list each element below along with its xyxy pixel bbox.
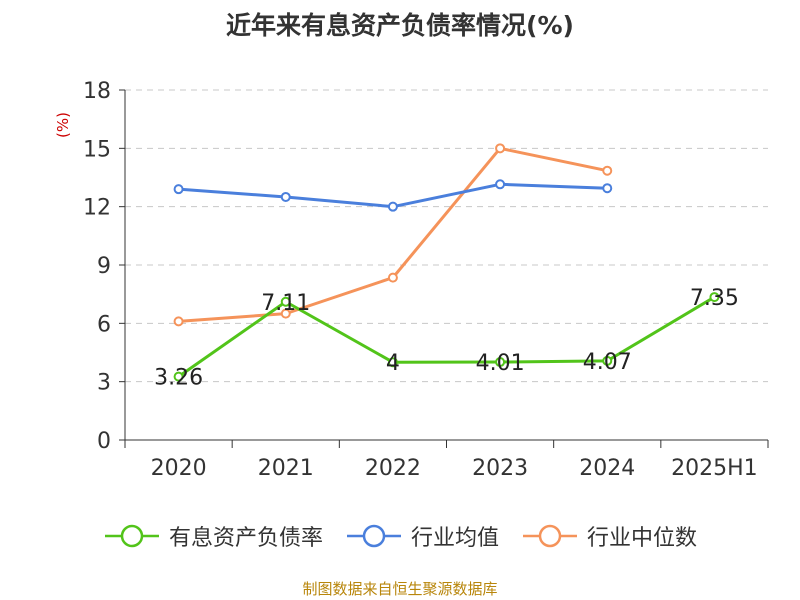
x-tick-label: 2021: [258, 456, 314, 481]
data-label: 4.07: [583, 350, 632, 375]
data-label: 4.01: [476, 351, 525, 376]
data-label: 7.11: [261, 291, 310, 316]
legend-item[interactable]: 有息资产负债率: [103, 520, 323, 552]
data-point: [280, 308, 291, 319]
data-point: [495, 143, 506, 154]
legend-marker-icon: [104, 524, 159, 548]
data-point: [173, 316, 184, 327]
data-point: [173, 371, 184, 382]
x-tick-label: 2022: [365, 456, 421, 481]
data-point: [387, 357, 398, 368]
data-source-note: 制图数据来自恒生聚源数据库: [302, 580, 498, 598]
data-label: 7.35: [690, 286, 739, 311]
x-tick-label: 2023: [472, 456, 528, 481]
series-line: [178, 146, 608, 323]
data-point: [387, 201, 398, 212]
data-label: 3.26: [154, 366, 203, 391]
y-tick-label: 12: [83, 196, 111, 221]
data-point: [709, 292, 720, 303]
chart-title: 近年来有息资产负债率情况(%): [226, 11, 574, 40]
x-tick-label: 2025H1: [671, 456, 758, 481]
y-tick-label: 15: [83, 137, 111, 162]
legend-label: 有息资产负债率: [168, 526, 323, 551]
data-point: [173, 184, 184, 195]
legend-label: 行业中位数: [587, 526, 698, 551]
legend-item[interactable]: 行业均值: [345, 520, 499, 552]
series-line: [177, 295, 716, 378]
data-point: [602, 355, 613, 366]
y-tick-label: 6: [97, 312, 111, 337]
y-tick-label: 18: [83, 79, 111, 104]
data-point: [495, 357, 506, 368]
data-point: [280, 191, 291, 202]
legend-label: 行业均值: [410, 526, 499, 551]
y-tick-label: 0: [97, 429, 111, 454]
data-point: [387, 272, 398, 283]
y-tick-label: 3: [97, 371, 111, 396]
data-point: [495, 179, 506, 190]
data-point: [280, 296, 291, 307]
data-point: [602, 165, 613, 176]
x-tick-label: 2020: [151, 456, 207, 481]
legend: 有息资产负债率 行业均值 行业中位数: [0, 520, 800, 552]
legend-marker-icon: [523, 524, 577, 548]
legend-marker-icon: [346, 524, 401, 548]
x-tick-label: 2024: [579, 456, 635, 481]
legend-item[interactable]: 行业中位数: [521, 520, 697, 552]
y-tick-label: 9: [97, 254, 111, 279]
data-point: [602, 183, 613, 194]
data-label: 4: [386, 351, 400, 376]
